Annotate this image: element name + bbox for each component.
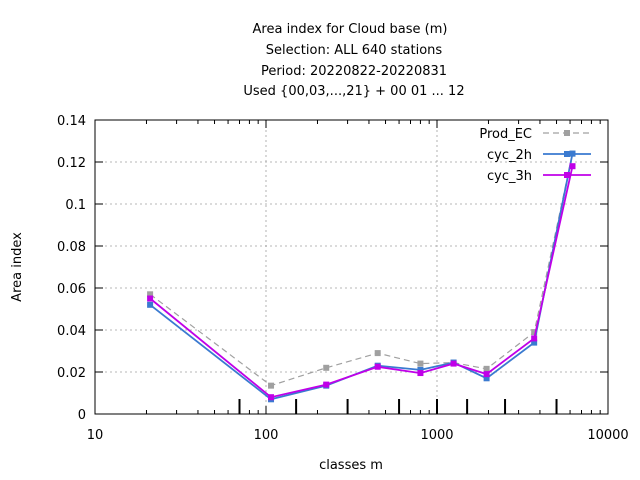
data-point-cyc_2h xyxy=(531,339,538,346)
y-tick-label: 0.14 xyxy=(57,114,86,129)
data-point-cyc_3h xyxy=(147,295,154,302)
data-point-cyc_3h xyxy=(323,381,330,388)
y-tick-label: 0.08 xyxy=(57,240,86,255)
data-point-Prod_EC xyxy=(483,365,490,372)
legend-marker-cyc_3h xyxy=(564,172,570,178)
data-point-Prod_EC xyxy=(268,382,275,389)
legend-marker-cyc_2h xyxy=(564,151,570,157)
plot-frame xyxy=(94,119,609,415)
data-point-Prod_EC xyxy=(323,364,330,371)
legend-label: Prod_EC xyxy=(479,127,532,142)
data-point-cyc_2h xyxy=(483,375,490,382)
title-line-3: Period: 20220822-20220831 xyxy=(261,64,447,79)
x-tick-label: 10 xyxy=(87,428,104,443)
data-point-Prod_EC xyxy=(374,350,381,357)
data-point-cyc_2h xyxy=(147,301,154,308)
class-boundaries xyxy=(238,399,558,414)
y-tick-label: 0.12 xyxy=(57,156,86,171)
data-point-cyc_3h xyxy=(531,335,538,342)
data-point-cyc_3h xyxy=(268,394,275,401)
data-point-cyc_3h xyxy=(450,360,457,367)
title-line-1: Area index for Cloud base (m) xyxy=(253,22,448,37)
series-line-Prod_EC xyxy=(149,153,574,387)
data-point-Prod_EC xyxy=(417,360,424,367)
data-point-Prod_EC xyxy=(147,291,154,298)
title-line-4: Used {00,03,...,21} + 00 01 ... 12 xyxy=(243,84,464,99)
data-point-cyc_3h xyxy=(569,163,576,170)
series-line-cyc_3h xyxy=(149,166,574,399)
y-axis-label: Area index xyxy=(10,232,25,302)
legend-label: cyc_3h xyxy=(487,169,532,184)
data-point-cyc_3h xyxy=(417,370,424,377)
y-tick-label: 0.04 xyxy=(57,324,86,339)
x-tick-label: 100 xyxy=(254,428,279,443)
data-point-cyc_3h xyxy=(483,371,490,378)
series xyxy=(147,150,576,403)
grid xyxy=(95,120,608,414)
series-line-cyc_2h xyxy=(149,153,574,401)
y-tick-label: 0.02 xyxy=(57,366,86,381)
x-tick-label: 10000 xyxy=(587,428,628,443)
legend: Prod_EC cyc_2h cyc_3h xyxy=(479,127,591,184)
data-point-Prod_EC xyxy=(531,329,538,336)
legend-marker-Prod_EC xyxy=(564,130,570,136)
data-point-cyc_3h xyxy=(374,363,381,370)
legend-label: cyc_2h xyxy=(487,148,532,163)
x-axis-label: classes m xyxy=(319,458,383,473)
y-tick-label: 0 xyxy=(78,408,86,423)
title-line-2: Selection: ALL 640 stations xyxy=(266,43,443,58)
axis-ticks: 0 0.02 0.04 0.06 0.08 0.1 0.12 0.14 10 100 1000 100… xyxy=(57,114,629,443)
chart-title: Area index for Cloud base (m) Selection:… xyxy=(243,22,464,99)
y-tick-label: 0.06 xyxy=(57,282,86,297)
y-tick-label: 0.1 xyxy=(65,198,86,213)
data-point-cyc_2h xyxy=(417,366,424,373)
x-tick-label: 1000 xyxy=(420,428,453,443)
